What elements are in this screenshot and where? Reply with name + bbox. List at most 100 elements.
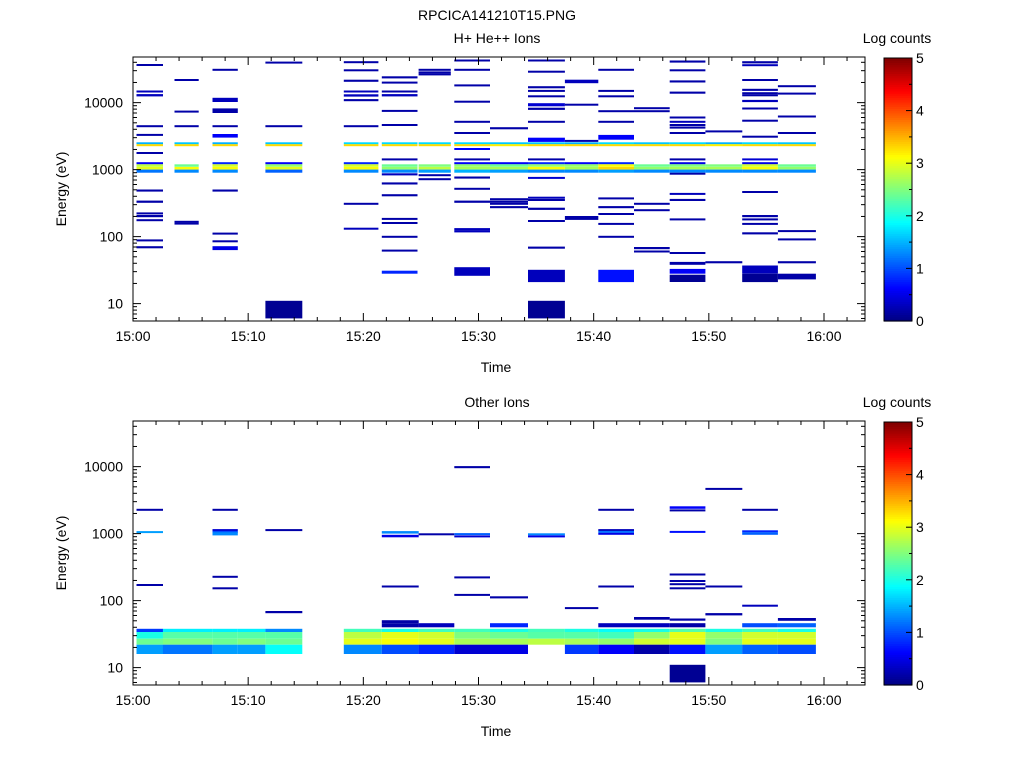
heatmap-cell (669, 80, 706, 83)
heatmap-cell (454, 100, 490, 103)
colorbar-segment (884, 169, 912, 173)
heatmap-cell (598, 134, 634, 140)
heatmap-cell (598, 166, 634, 170)
colorbar-segment (884, 663, 912, 666)
colorbar-segment (884, 527, 912, 530)
heatmap-cell (528, 70, 565, 73)
colorbar-segment (884, 86, 912, 90)
heatmap-cell (528, 103, 565, 107)
heatmap-cell (742, 158, 778, 161)
colorbar-segment (884, 538, 912, 541)
heatmap-cell (454, 632, 490, 639)
heatmap-cell (598, 632, 634, 639)
colorbar-segment (884, 58, 912, 61)
colorbar-segment (884, 285, 912, 289)
colorbar-segment (884, 472, 912, 476)
heatmap-cell (136, 142, 163, 145)
heatmap-cell (669, 60, 706, 63)
colorbar-segment (884, 665, 912, 669)
heatmap-cell (418, 164, 451, 167)
heatmap-cell (705, 613, 743, 616)
colorbar-segment (884, 608, 912, 612)
colorbar-segment (884, 288, 912, 291)
colorbar-segment (884, 586, 912, 590)
panel-title: H+ He++ Ions (454, 30, 541, 46)
colorbar-segment (884, 64, 912, 68)
heatmap-cell (418, 142, 451, 145)
x-tick-label: 15:40 (576, 328, 611, 344)
heatmap-cell (669, 509, 706, 512)
heatmap-cell (598, 532, 634, 535)
colorbar-segment (884, 454, 912, 458)
heatmap-cell (742, 119, 778, 122)
heatmap-cell (777, 85, 816, 88)
heatmap-cell (162, 644, 213, 654)
colorbar-segment (884, 189, 912, 193)
y-tick-label: 100 (100, 229, 124, 245)
heatmap-cell (669, 126, 706, 129)
y-tick-label: 1000 (92, 162, 123, 178)
heatmap-cell (212, 644, 238, 654)
colorbar-segment (884, 500, 912, 504)
heatmap-cell (528, 246, 565, 249)
heatmap-cell (528, 107, 565, 110)
heatmap-cell (669, 632, 706, 639)
heatmap-cell (343, 125, 379, 128)
colorbar-segment (884, 682, 912, 686)
heatmap-cell (598, 162, 634, 165)
heatmap-cell (634, 628, 670, 632)
colorbar-segment (884, 121, 912, 125)
colorbar-segment (884, 279, 912, 283)
colorbar-segment (884, 226, 912, 230)
y-tick-label: 100 (100, 593, 124, 609)
heatmap-cell (634, 107, 670, 110)
x-tick-label: 15:00 (115, 328, 150, 344)
x-tick-label: 15:00 (115, 692, 150, 708)
colorbar-tick-label: 5 (916, 414, 924, 430)
colorbar-segment (884, 617, 912, 620)
colorbar-segment (884, 104, 912, 107)
heatmap-cell (742, 530, 778, 533)
heatmap-cells (136, 466, 816, 683)
heatmap-cell (212, 189, 238, 192)
heatmap-cell (454, 148, 490, 150)
colorbar-segment (884, 643, 912, 647)
colorbar-segment (884, 671, 912, 675)
heatmap-cell (381, 235, 418, 238)
heatmap-cell (212, 638, 238, 645)
colorbar-segment (884, 281, 912, 285)
heatmap-cell (669, 132, 706, 134)
colorbar-segment (884, 601, 912, 605)
x-tick-label: 15:50 (691, 692, 726, 708)
colorbar-tick-label: 1 (916, 624, 924, 640)
heatmap-cell (418, 638, 455, 645)
heatmap-cell (454, 132, 490, 134)
heatmap-cell (777, 230, 816, 233)
colorbar-segment (884, 634, 912, 638)
colorbar-segment (884, 531, 912, 535)
heatmap-cell (454, 533, 490, 536)
heatmap-cell (136, 239, 163, 242)
heatmap-cell (454, 162, 490, 165)
heatmap-cell (418, 632, 455, 639)
heatmap-cell (212, 169, 238, 173)
heatmap-cell (528, 638, 565, 645)
x-tick-label: 15:10 (231, 692, 266, 708)
colorbar-segment (884, 233, 912, 237)
heatmap-cell (265, 529, 303, 532)
heatmap-cell (705, 585, 743, 588)
heatmap-cell (705, 644, 743, 654)
heatmap-cell (381, 109, 418, 112)
colorbar-segment (884, 654, 912, 658)
heatmap-cell (265, 632, 303, 639)
heatmap-cell (598, 144, 634, 147)
colorbar-segment (884, 647, 912, 651)
heatmap-cell (381, 94, 418, 97)
heatmap-cell (212, 529, 238, 532)
colorbar-segment (884, 549, 912, 552)
heatmap-cell (705, 142, 743, 145)
colorbar-segment (884, 202, 912, 206)
heatmap-cell (265, 169, 303, 173)
heatmap-cell (564, 164, 599, 167)
